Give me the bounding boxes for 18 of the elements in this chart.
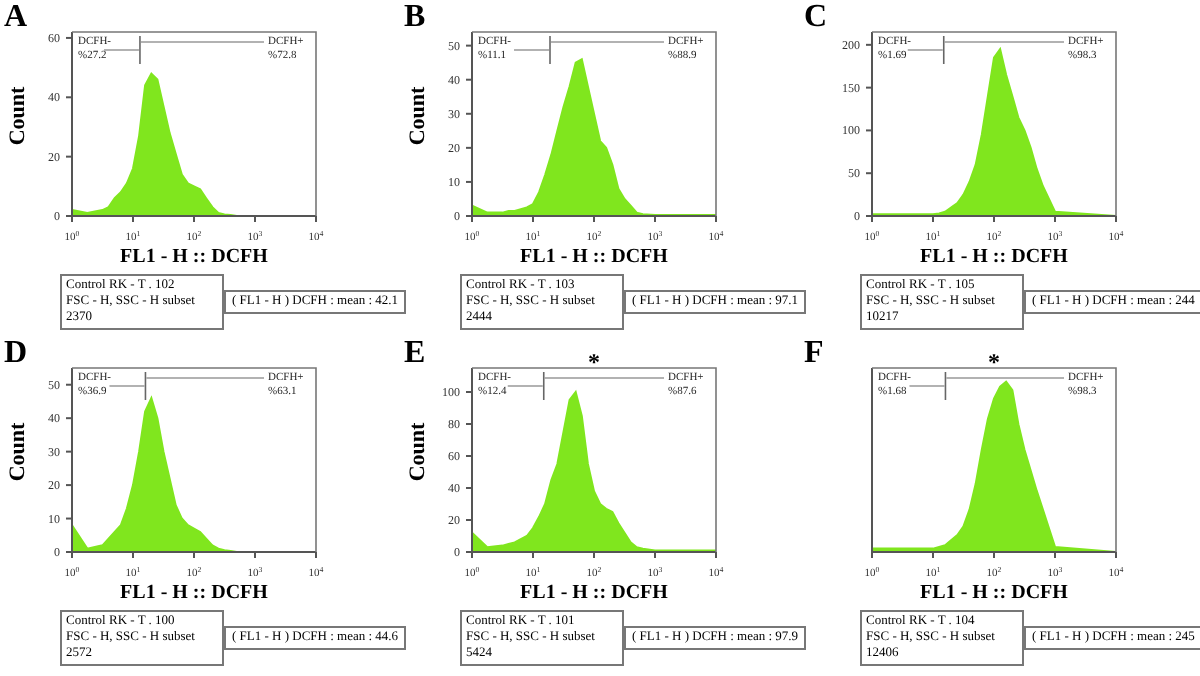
x-axis-title: FL1 - H :: DCFH bbox=[918, 246, 1070, 268]
x-axis-title: FL1 - H :: DCFH bbox=[118, 582, 270, 604]
chart-title: E bbox=[404, 336, 426, 372]
x-axis-title: FL1 - H :: DCFH bbox=[518, 582, 670, 604]
y-axis-title: Count bbox=[406, 420, 430, 486]
chart-subtitle: * bbox=[986, 348, 1002, 378]
y-axis-title: Count bbox=[6, 84, 30, 150]
chart-title: C bbox=[804, 0, 828, 36]
chart-subtitle: * bbox=[586, 348, 602, 378]
x-axis-title: FL1 - H :: DCFH bbox=[518, 246, 670, 268]
y-axis-title: Count bbox=[406, 84, 430, 150]
chart-title: B bbox=[404, 0, 426, 36]
chart-title: F bbox=[804, 336, 824, 372]
chart-title: D bbox=[4, 336, 28, 372]
chart-title: A bbox=[4, 0, 28, 36]
x-axis-title: FL1 - H :: DCFH bbox=[118, 246, 270, 268]
x-axis-title: FL1 - H :: DCFH bbox=[918, 582, 1070, 604]
y-axis-title: Count bbox=[6, 420, 30, 486]
